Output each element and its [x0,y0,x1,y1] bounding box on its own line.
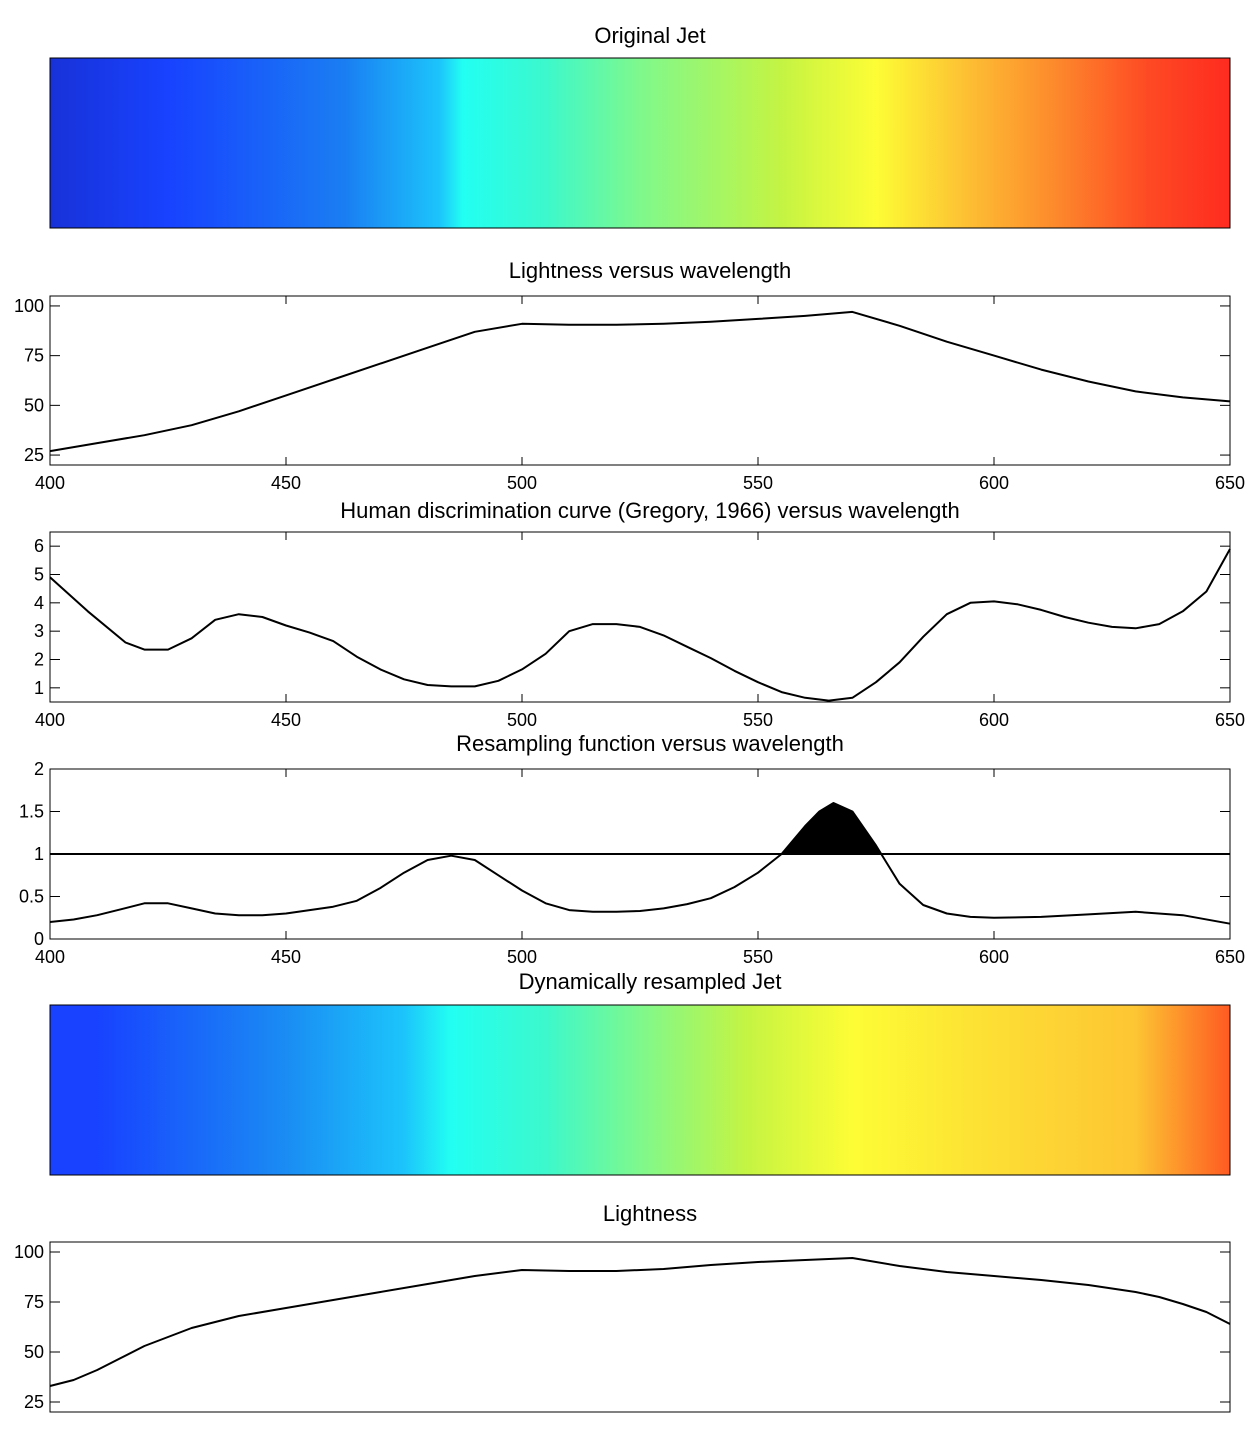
x-tick-label: 550 [743,710,773,730]
x-tick-label: 400 [35,710,65,730]
panel-lightness-vs-wavelength: Lightness versus wavelength 400 450 500 550… [14,258,1245,493]
y-tick-label: 100 [14,1242,44,1262]
y-tick-label: 3 [34,621,44,641]
colorbar-original-jet [49,57,1231,229]
x-tick-label: 450 [271,947,301,967]
series-line [49,548,1231,702]
x-tick-label: 400 [35,473,65,493]
y-tick-label: 75 [24,346,44,366]
chart-title: Dynamically resampled Jet [519,969,782,994]
x-tick-label: 650 [1215,710,1245,730]
x-tick-label: 400 [35,947,65,967]
x-tick-label: 450 [271,710,301,730]
panel-discrimination-curve: Human discrimination curve (Gregory, 196… [34,498,1245,730]
y-tick-label: 5 [34,565,44,585]
chart-title: Human discrimination curve (Gregory, 196… [340,498,960,523]
plot-frame [49,1241,1231,1413]
x-tick-label: 600 [979,710,1009,730]
x-tick-label: 500 [507,710,537,730]
y-tick-label: 100 [14,296,44,316]
y-tick-label: 2 [34,650,44,670]
x-tick-label: 650 [1215,947,1245,967]
y-tick-label: 1 [34,844,44,864]
chart-title: Resampling function versus wavelength [456,731,844,756]
series-line [49,310,1231,453]
panel-lightness: Lightness 25 50 75 100 [14,1201,1231,1413]
panel-original-jet: Original Jet [49,23,1231,229]
colorbar-resampled-jet [49,1004,1231,1176]
y-tick-label: 0 [34,929,44,949]
y-tick-label: 4 [34,593,44,613]
area-above-reference [50,803,1230,854]
plot-frame [49,531,1231,703]
panel-resampled-jet: Dynamically resampled Jet [49,969,1231,1176]
y-tick-label: 25 [24,1392,44,1412]
panel-resampling-function: Resampling function versus wavelength 40… [19,731,1245,967]
y-tick-label: 2 [34,759,44,779]
x-tick-label: 500 [507,473,537,493]
y-tick-label: 50 [24,395,44,415]
x-tick-label: 500 [507,947,537,967]
x-tick-label: 550 [743,473,773,493]
chart-title: Original Jet [594,23,705,48]
y-tick-label: 75 [24,1292,44,1312]
chart-title: Lightness [603,1201,697,1226]
x-tick-label: 650 [1215,473,1245,493]
y-tick-label: 1 [34,678,44,698]
y-tick-label: 6 [34,536,44,556]
y-tick-label: 0.5 [19,887,44,907]
series-line [49,802,1231,925]
x-tick-label: 600 [979,947,1009,967]
y-tick-label: 25 [24,445,44,465]
y-tick-label: 50 [24,1342,44,1362]
x-tick-label: 600 [979,473,1009,493]
x-tick-label: 550 [743,947,773,967]
chart-title: Lightness versus wavelength [509,258,792,283]
y-tick-label: 1.5 [19,802,44,822]
x-tick-label: 450 [271,473,301,493]
series-line [49,1257,1231,1387]
plot-frame [49,295,1231,466]
